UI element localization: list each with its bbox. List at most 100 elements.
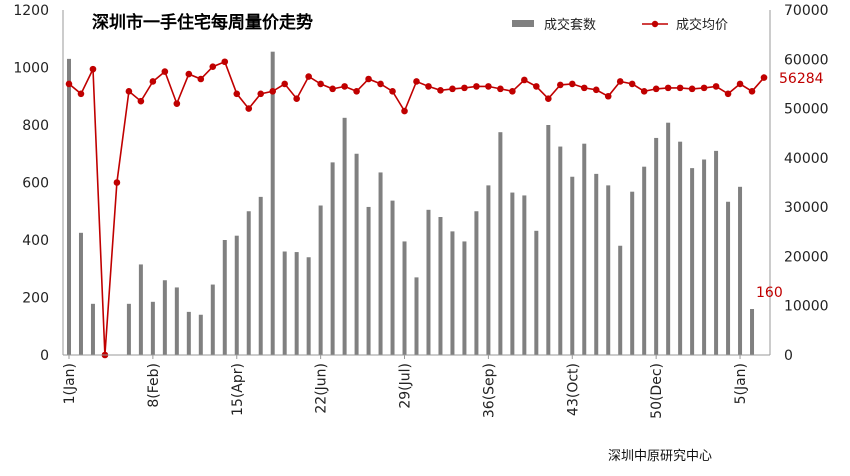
price-point [221,58,229,66]
price-point [556,81,564,89]
price-point [377,80,384,88]
left-y-tick-label: 0 [40,348,49,364]
price-point [89,65,97,73]
left-y-tick-label: 1000 [13,61,49,77]
bar-series [66,51,755,355]
bar [294,252,299,355]
chart-title: 深圳市一手住宅每周量价走势 [92,12,313,33]
price-point [592,86,600,94]
bar [354,153,359,355]
legend-bar-label: 成交套数 [544,17,596,33]
bar [222,240,227,355]
x-tick-labels: 1(Jan) 8(Feb) 15(Apr) 22(Jun) 29(Jul) 36(Sep)… [62,363,749,419]
bar [498,132,503,355]
right-y-tick-label: 60000 [784,52,829,68]
price-point [269,88,277,95]
bar [690,168,695,355]
price-point [628,80,636,88]
bar [126,303,131,355]
price-point [425,83,432,90]
price-point [604,92,612,100]
price-point [353,88,360,95]
bar [342,117,347,355]
bar [582,143,587,355]
bar [210,284,215,355]
legend-bar-swatch [512,20,534,27]
price-point [125,88,133,95]
bar [486,185,491,355]
left-y-tick-labels: 0 200 400 600 800 1000 1200 [13,3,49,364]
price-point [197,75,205,83]
price-point [329,85,336,93]
price-point [137,97,145,105]
bar [90,303,95,355]
right-y-tick-label: 30000 [784,200,829,216]
bar [198,314,203,355]
price-point [461,84,468,92]
left-y-tick-label: 1200 [13,3,49,19]
x-tick-label: 22(Jun) [314,363,330,414]
bar [306,257,311,355]
bar [678,141,683,355]
bar [726,201,731,355]
price-point [437,87,444,94]
annotation-last-price: 56284 [779,71,824,87]
x-tick-label: 5(Jan) [733,363,749,404]
bar [366,206,371,355]
price-point [341,83,348,90]
bar [330,162,335,355]
axes [62,10,771,359]
bar [78,232,83,355]
bar [150,301,155,355]
bar [630,191,635,355]
price-point [149,78,157,85]
price-point [497,85,504,93]
x-tick-label: 43(Oct) [565,363,581,416]
x-tick-label: 8(Feb) [146,363,162,408]
price-point [185,70,193,78]
price-point [688,85,696,93]
price-point [760,74,768,81]
bar [570,176,575,355]
line-series [65,58,768,359]
price-point [77,90,85,98]
price-point [401,107,408,115]
bar [642,166,647,355]
bar [474,211,479,355]
bar [282,251,287,355]
bar [594,173,599,355]
price-point [676,84,684,92]
legend-line-label: 成交均价 [676,17,728,33]
bar [414,277,419,355]
legend: 成交套数 成交均价 [512,17,728,33]
price-point [281,80,288,88]
right-y-tick-label: 70000 [784,3,829,19]
price-point [545,95,552,103]
bar [258,196,263,355]
bar [714,150,719,355]
price-point [664,84,672,92]
price-point [580,84,588,92]
bar [174,287,179,355]
bar [246,211,251,355]
bar [510,192,515,355]
bar [738,186,743,355]
right-y-tick-label: 50000 [784,102,829,118]
bar [606,185,611,355]
bar [462,241,467,355]
annotation-last-units: 160 [756,285,783,301]
bar [234,235,239,355]
bar [558,146,563,355]
left-y-tick-label: 800 [22,118,49,134]
price-point [652,85,660,93]
bar [438,217,443,355]
bar [318,205,323,355]
price-point [509,88,516,95]
price-point [736,80,744,88]
price-point [317,80,324,88]
price-point [389,88,396,95]
x-tick-label: 36(Sep) [481,363,497,418]
price-point [113,179,121,186]
bar [378,172,383,355]
